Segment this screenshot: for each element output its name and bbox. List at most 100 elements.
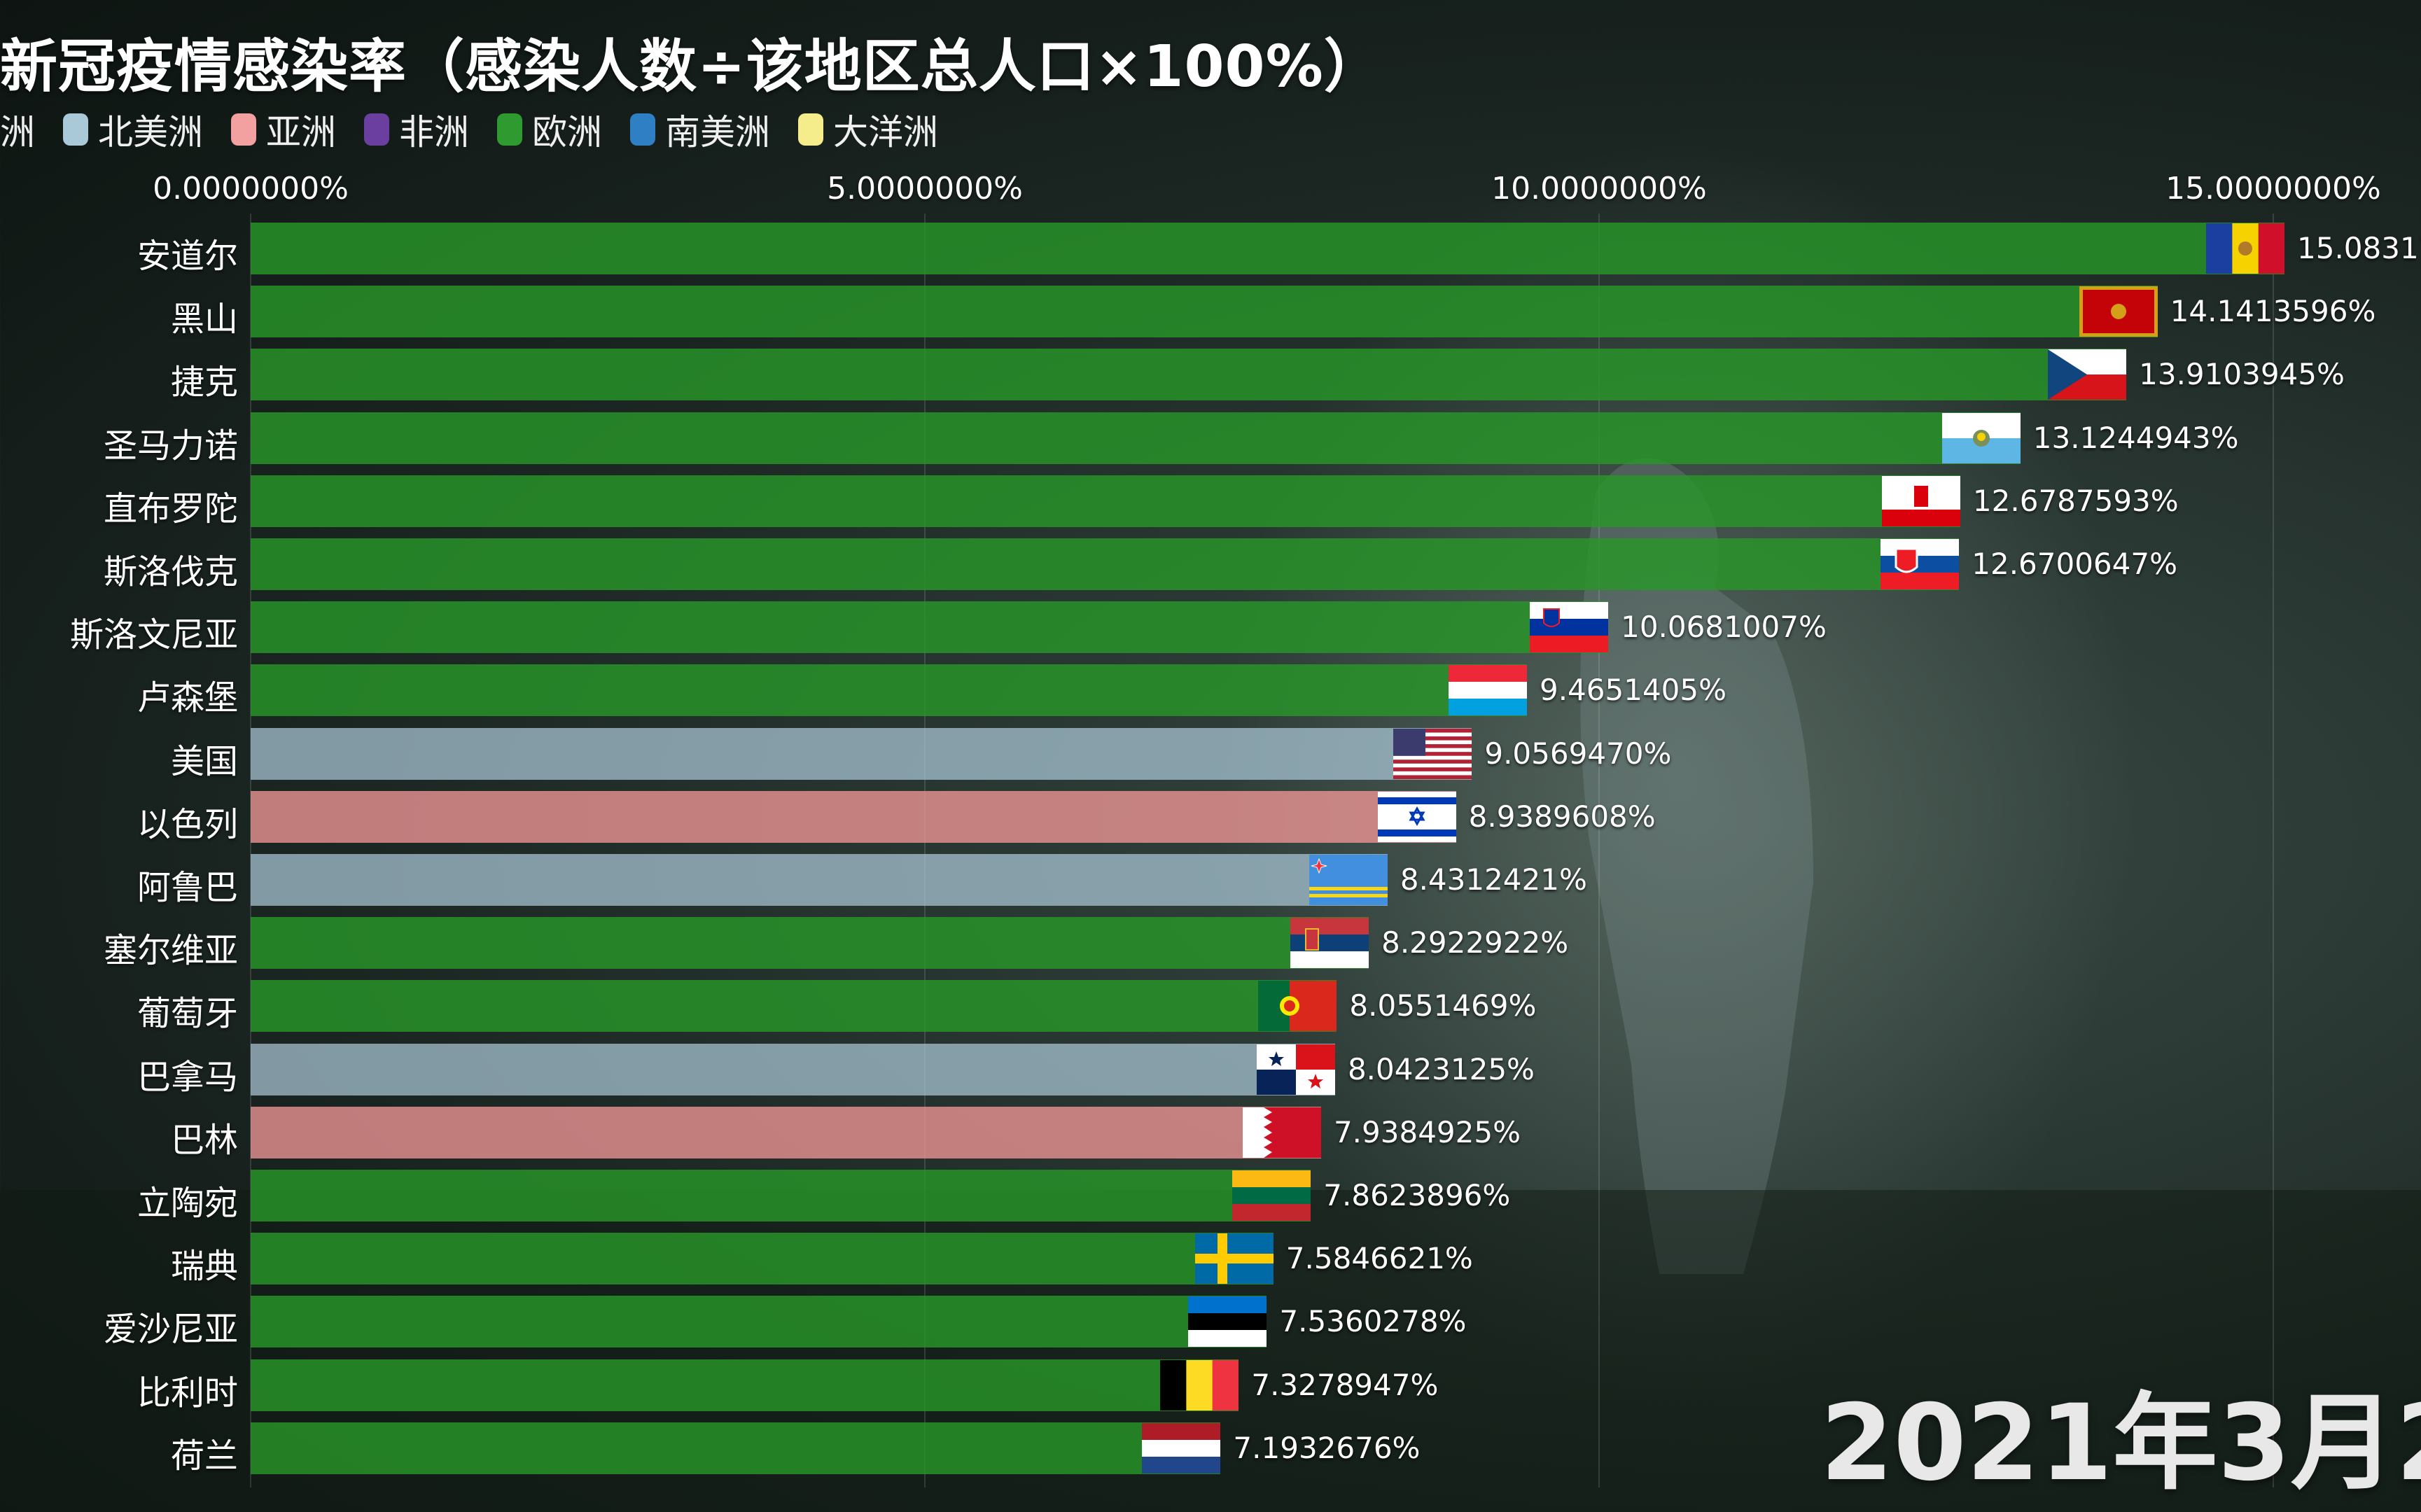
legend-label: 南美洲 [665,112,770,153]
legend-swatch [231,113,256,146]
value-label: 13.1244943% [2032,420,2239,455]
legend-item: 欧洲 [497,104,602,155]
bar [251,790,1456,843]
bar [251,538,1960,590]
legend-swatch [63,113,88,146]
category-label: 立陶宛 [137,1184,238,1223]
category-label: 爱沙尼亚 [103,1310,238,1350]
value-label: 8.0423125% [1347,1051,1535,1086]
x-tick-label: 0.0000000% [153,171,349,206]
value-label: 8.9389608% [1468,799,1656,834]
value-label: 7.5846621% [1285,1241,1473,1276]
legend-item: 大洋洲 [798,104,938,155]
gibraltar-flag-icon [1881,475,1960,526]
value-label: 7.8623896% [1323,1178,1511,1212]
category-label: 黑山 [170,300,238,340]
category-label: 塞尔维亚 [103,931,238,971]
bar [251,223,2285,274]
bar [251,854,1388,906]
legend-swatch [798,113,823,146]
category-label: 斯洛伐克 [103,552,238,592]
bar [251,1170,1311,1222]
legend-item: 南美洲 [630,104,770,155]
bar [251,475,1960,527]
bar [251,1359,1239,1411]
panama-flag-icon [1256,1044,1335,1095]
legend-swatch [364,113,389,146]
bar [251,349,2127,401]
value-label: 15.08317 [2297,231,2421,265]
bar [251,980,1337,1032]
category-label: 安道尔 [137,237,238,276]
x-tick-label: 15.0000000% [2165,171,2381,206]
luxembourg-flag-icon [1448,665,1527,716]
value-label: 7.5360278% [1279,1304,1467,1339]
value-label: 7.3278947% [1251,1367,1439,1402]
bar [251,412,2021,464]
slovenia-flag-icon [1530,602,1609,653]
value-label: 14.1413596% [2170,294,2376,329]
x-tick-label: 10.0000000% [1491,171,1707,206]
value-label: 12.6700647% [1972,547,2178,581]
bar [251,286,2158,338]
category-label: 圣马力诺 [103,426,238,465]
value-label: 8.0551469% [1349,988,1537,1023]
value-label: 10.0681007% [1621,610,1827,645]
legend-swatch [630,113,655,146]
bar [251,1043,1335,1096]
legend-cut-label: 洲 [0,112,35,153]
estonia-flag-icon [1188,1296,1267,1348]
legend-item: 非洲 [364,104,469,155]
legend-item: 亚洲 [231,104,336,155]
value-label: 9.4651405% [1539,673,1727,708]
bar [251,601,1609,654]
value-label: 7.9384925% [1333,1114,1521,1149]
chart-title: 新冠疫情感染率（感染人数÷该地区总人口×100%） [0,34,1382,100]
category-label: 比利时 [137,1373,238,1413]
legend-label: 大洋洲 [833,112,938,153]
value-label: 9.0569470% [1484,736,1672,771]
category-label: 以色列 [137,804,238,844]
legend-swatch [497,113,522,146]
category-label: 捷克 [170,363,238,402]
netherlands-flag-icon [1142,1422,1221,1474]
category-label: 直布罗陀 [103,489,238,528]
legend-label: 欧洲 [532,112,602,153]
category-label: 美国 [170,741,238,781]
category-label: 斯洛文尼亚 [69,615,238,655]
category-label: 荷兰 [170,1436,238,1476]
bar [251,1233,1274,1285]
montenegro-flag-icon [2079,286,2158,337]
date-label: 2021年3月24 [1820,1382,2421,1504]
serbia-flag-icon [1290,918,1369,969]
category-label: 阿鲁巴 [137,868,238,907]
bahrain-flag-icon [1242,1107,1321,1158]
czech-flag-icon [2048,349,2127,400]
category-label: 卢森堡 [137,678,238,718]
legend-label: 北美洲 [98,112,203,153]
category-label: 瑞典 [170,1247,238,1287]
bar [251,664,1527,717]
usa-flag-icon [1393,728,1472,779]
bar [251,1296,1267,1348]
legend-label: 非洲 [399,112,469,153]
israel-flag-icon [1377,791,1456,842]
slovakia-flag-icon [1881,539,1960,589]
sweden-flag-icon [1194,1233,1274,1284]
gridline [1598,214,1600,1488]
legend-label: 亚洲 [266,112,336,153]
category-label: 葡萄牙 [137,994,238,1034]
value-label: 7.1932676% [1233,1430,1421,1465]
category-label: 巴拿马 [137,1057,238,1097]
gridline [2273,214,2274,1488]
bar [251,917,1369,969]
x-tick-label: 5.0000000% [827,171,1023,206]
lithuania-flag-icon [1232,1170,1311,1221]
bar [251,727,1472,780]
andorra-flag-icon [2206,223,2285,274]
gridline [250,214,251,1488]
value-label: 8.2922922% [1381,925,1569,960]
portugal-flag-icon [1258,981,1337,1032]
bar [251,1106,1321,1158]
belgium-flag-icon [1160,1359,1239,1410]
